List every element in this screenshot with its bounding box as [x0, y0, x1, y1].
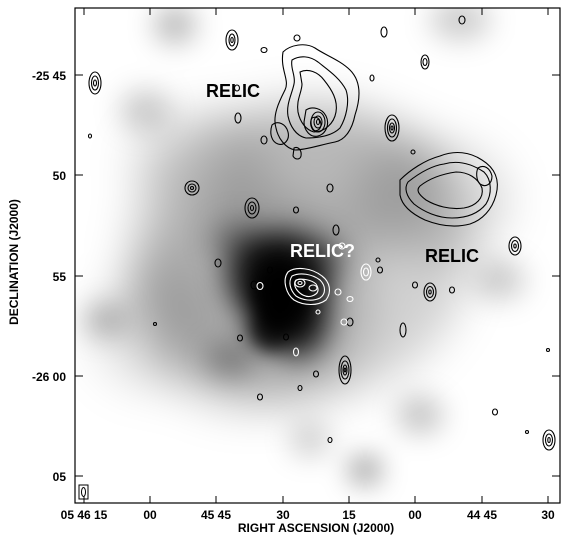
x-tick-label: 44 45: [467, 508, 497, 522]
axis-ticks: [75, 8, 560, 503]
compact-sources: [87, 15, 556, 451]
y-tick-label: 55: [53, 270, 67, 284]
x-tick-label: 30: [276, 508, 290, 522]
annotation-relic-north: RELIC: [206, 81, 260, 101]
annotation-relic-center: RELIC?: [290, 241, 355, 261]
x-tick-labels: 05 46 15 00 45 45 30 15 00 44 45 30: [61, 508, 555, 522]
x-tick-label: 00: [143, 508, 157, 522]
x-axis-title: RIGHT ASCENSION (J2000): [238, 521, 394, 535]
y-tick-label: 50: [53, 169, 67, 183]
x-tick-label: 05 46 15: [61, 508, 108, 522]
y-tick-label: -26 00: [32, 370, 66, 384]
y-tick-label: -25 45: [32, 69, 66, 83]
radio-contours-black: [87, 15, 556, 451]
y-axis-title: DECLINATION (J2000): [7, 199, 21, 325]
y-tick-labels: -25 45 50 55 -26 00 05: [32, 69, 66, 484]
x-tick-label: 15: [342, 508, 356, 522]
y-tick-label: 05: [53, 470, 67, 484]
xray-emission-image: [85, 8, 525, 482]
x-tick-label: 45 45: [201, 508, 231, 522]
relic-north-contours: [270, 44, 360, 160]
annotation-relic-east: RELIC: [425, 246, 479, 266]
x-tick-label: 30: [541, 508, 555, 522]
relic-east-contours: [399, 151, 498, 227]
x-tick-label: 00: [408, 508, 422, 522]
radio-contours-white: [256, 242, 372, 357]
plot-frame: [74, 7, 561, 504]
